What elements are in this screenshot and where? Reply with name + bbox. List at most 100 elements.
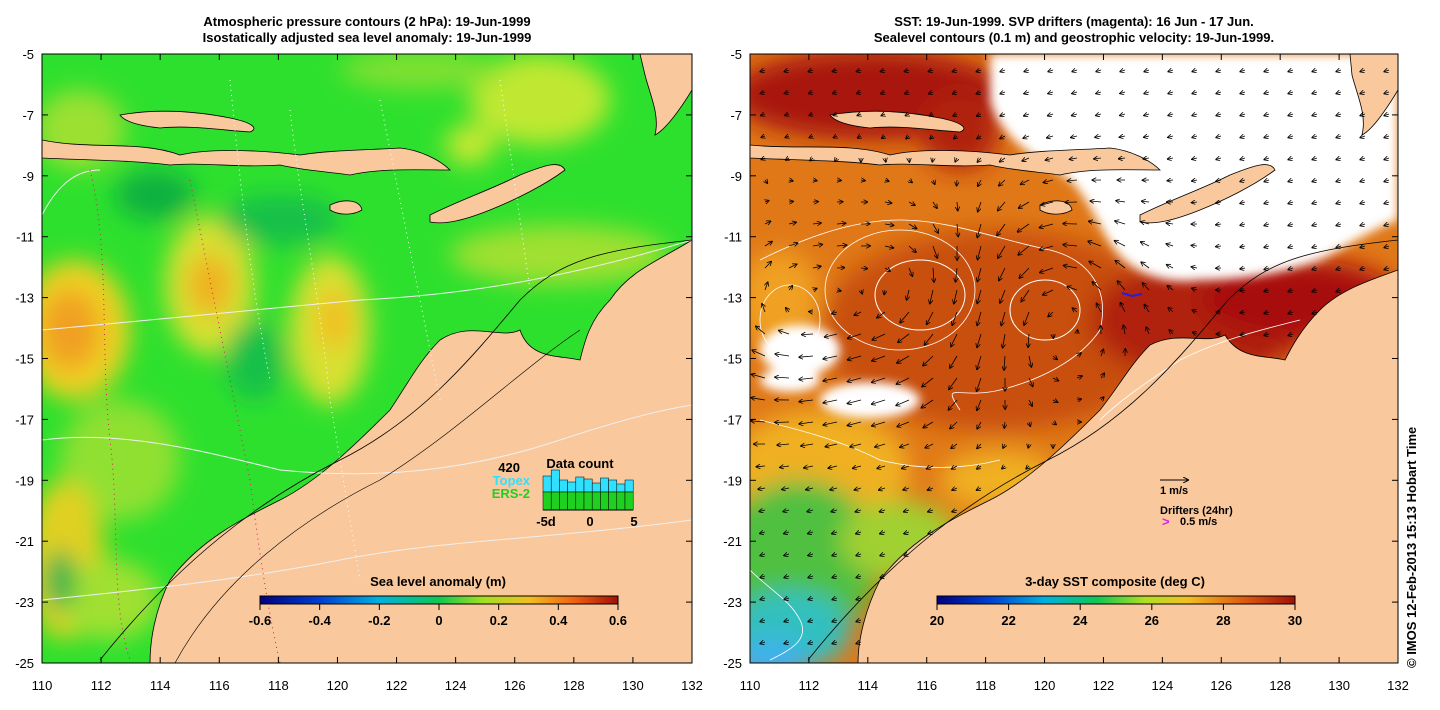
velocity-vector: [1384, 268, 1390, 270]
sla-colorbar-tick-label: 0: [435, 613, 442, 628]
velocity-vector: [933, 180, 935, 184]
velocity-vector: [951, 333, 958, 347]
velocity-vector: [1019, 201, 1030, 208]
velocity-vector: [900, 443, 910, 447]
velocity-vector: [1023, 136, 1030, 138]
velocity-vector: [1169, 330, 1173, 334]
velocity-vector: [1288, 202, 1294, 204]
velocity-vector: [751, 421, 766, 422]
velocity-vector: [1026, 466, 1029, 469]
velocity-vector: [1004, 355, 1005, 370]
velocity-vector: [884, 202, 892, 203]
north-east-land: [639, 54, 692, 136]
velocity-vector: [1168, 92, 1174, 94]
velocity-vector: [1288, 312, 1294, 314]
right-map: 110 112 114 116 118 120 122 124 126 128 130 132 -5 -7…: [723, 47, 1409, 693]
velocity-vector: [1094, 158, 1102, 159]
velocity-vector: [977, 311, 982, 325]
sla-colorbar-tick-label: 0.6: [609, 613, 627, 628]
velocity-vector: [897, 421, 910, 427]
topex-bar: [559, 479, 568, 493]
velocity-vector: [928, 532, 934, 534]
topex-bar: [575, 476, 585, 493]
velocity-vector: [904, 554, 910, 556]
left-lat-tick-label: -13: [15, 291, 34, 306]
velocity-vector: [1193, 332, 1197, 334]
velocity-vector: [1000, 70, 1006, 72]
velocity-vector: [977, 466, 981, 469]
velocity-vector: [858, 136, 862, 138]
velocity-vector: [1021, 179, 1030, 184]
velocity-vector: [957, 201, 958, 211]
velocity-vector: [1048, 92, 1054, 94]
ers2-bar: [591, 491, 601, 511]
velocity-vector: [836, 223, 846, 224]
velocity-vector: [1312, 180, 1318, 182]
velocity-vector: [832, 598, 838, 600]
velocity-vector: [1046, 158, 1054, 160]
left-panel-title: Atmospheric pressure contours (2 hPa): 1…: [42, 14, 692, 46]
sla-colorbar: Sea level anomaly (m) -0.6 -0.4 -0.2 0 0.2 0.…: [249, 574, 627, 628]
velocity-vector: [806, 488, 814, 490]
velocity-vector: [1141, 222, 1150, 224]
velocity-vector: [1288, 70, 1294, 72]
velocity-vector: [1018, 223, 1030, 232]
velocity-vector: [977, 443, 981, 448]
velocity-vector: [1168, 114, 1174, 116]
velocity-vector: [808, 532, 814, 534]
ers2-bar: [559, 491, 568, 511]
right-lon-tick-label: 126: [1210, 678, 1232, 693]
velocity-vector: [999, 267, 1006, 281]
velocity-vector: [831, 510, 838, 512]
velocity-vector: [884, 268, 890, 271]
velocity-vector: [789, 180, 793, 181]
velocity-vector: [904, 510, 910, 512]
right-title-line1: SST: 19-Jun-1999. SVP drifters (magenta)…: [894, 14, 1254, 29]
velocity-vector: [789, 201, 793, 202]
velocity-vector: [1144, 114, 1150, 116]
velocity-vector: [1048, 311, 1054, 317]
velocity-vector: [978, 245, 982, 260]
velocity-vector: [1288, 334, 1294, 336]
velocity-vector: [1144, 305, 1150, 313]
velocity-vector: [760, 554, 766, 556]
velocity-vector: [1142, 201, 1150, 202]
velocity-vector: [1360, 92, 1366, 94]
velocity-vector: [848, 333, 862, 338]
velocity-vector: [1168, 70, 1174, 72]
velocity-vector: [908, 267, 913, 276]
velocity-vector: [1048, 114, 1054, 116]
velocity-vector: [1168, 136, 1174, 137]
velocity-vector: [1288, 158, 1294, 160]
velocity-vector: [885, 158, 886, 162]
velocity-vector: [1240, 246, 1246, 247]
velocity-vector: [1167, 286, 1174, 291]
velocity-vector: [854, 312, 862, 315]
velocity-vector: [1019, 267, 1030, 278]
velocity-vector: [956, 267, 958, 282]
velocity-vector: [758, 488, 766, 489]
velocity-vector: [1000, 136, 1006, 139]
velocity-vector: [1312, 290, 1318, 292]
velocity-vector: [928, 70, 934, 72]
velocity-vector: [760, 642, 766, 644]
velocity-vector: [1336, 158, 1342, 160]
velocity-vector: [1070, 158, 1078, 159]
velocity-vector: [799, 400, 814, 402]
velocity-vector: [802, 334, 814, 335]
velocity-vector: [929, 92, 933, 94]
velocity-vector: [1120, 114, 1126, 116]
velocity-vector: [1360, 180, 1366, 182]
velocity-vector: [948, 399, 958, 410]
velocity-vector: [908, 245, 916, 252]
velocity-vector: [756, 466, 766, 467]
velocity-vector: [881, 92, 885, 94]
drifter-speed-label: 0.5 m/s: [1180, 516, 1217, 528]
velocity-vector: [823, 355, 838, 359]
velocity-vector: [808, 642, 814, 644]
right-lat-tick-label: -9: [730, 169, 742, 184]
velocity-vector: [1144, 136, 1150, 137]
velocity-vector: [1240, 224, 1246, 225]
left-lat-tick-label: -21: [15, 534, 34, 549]
velocity-vector: [1090, 201, 1102, 202]
